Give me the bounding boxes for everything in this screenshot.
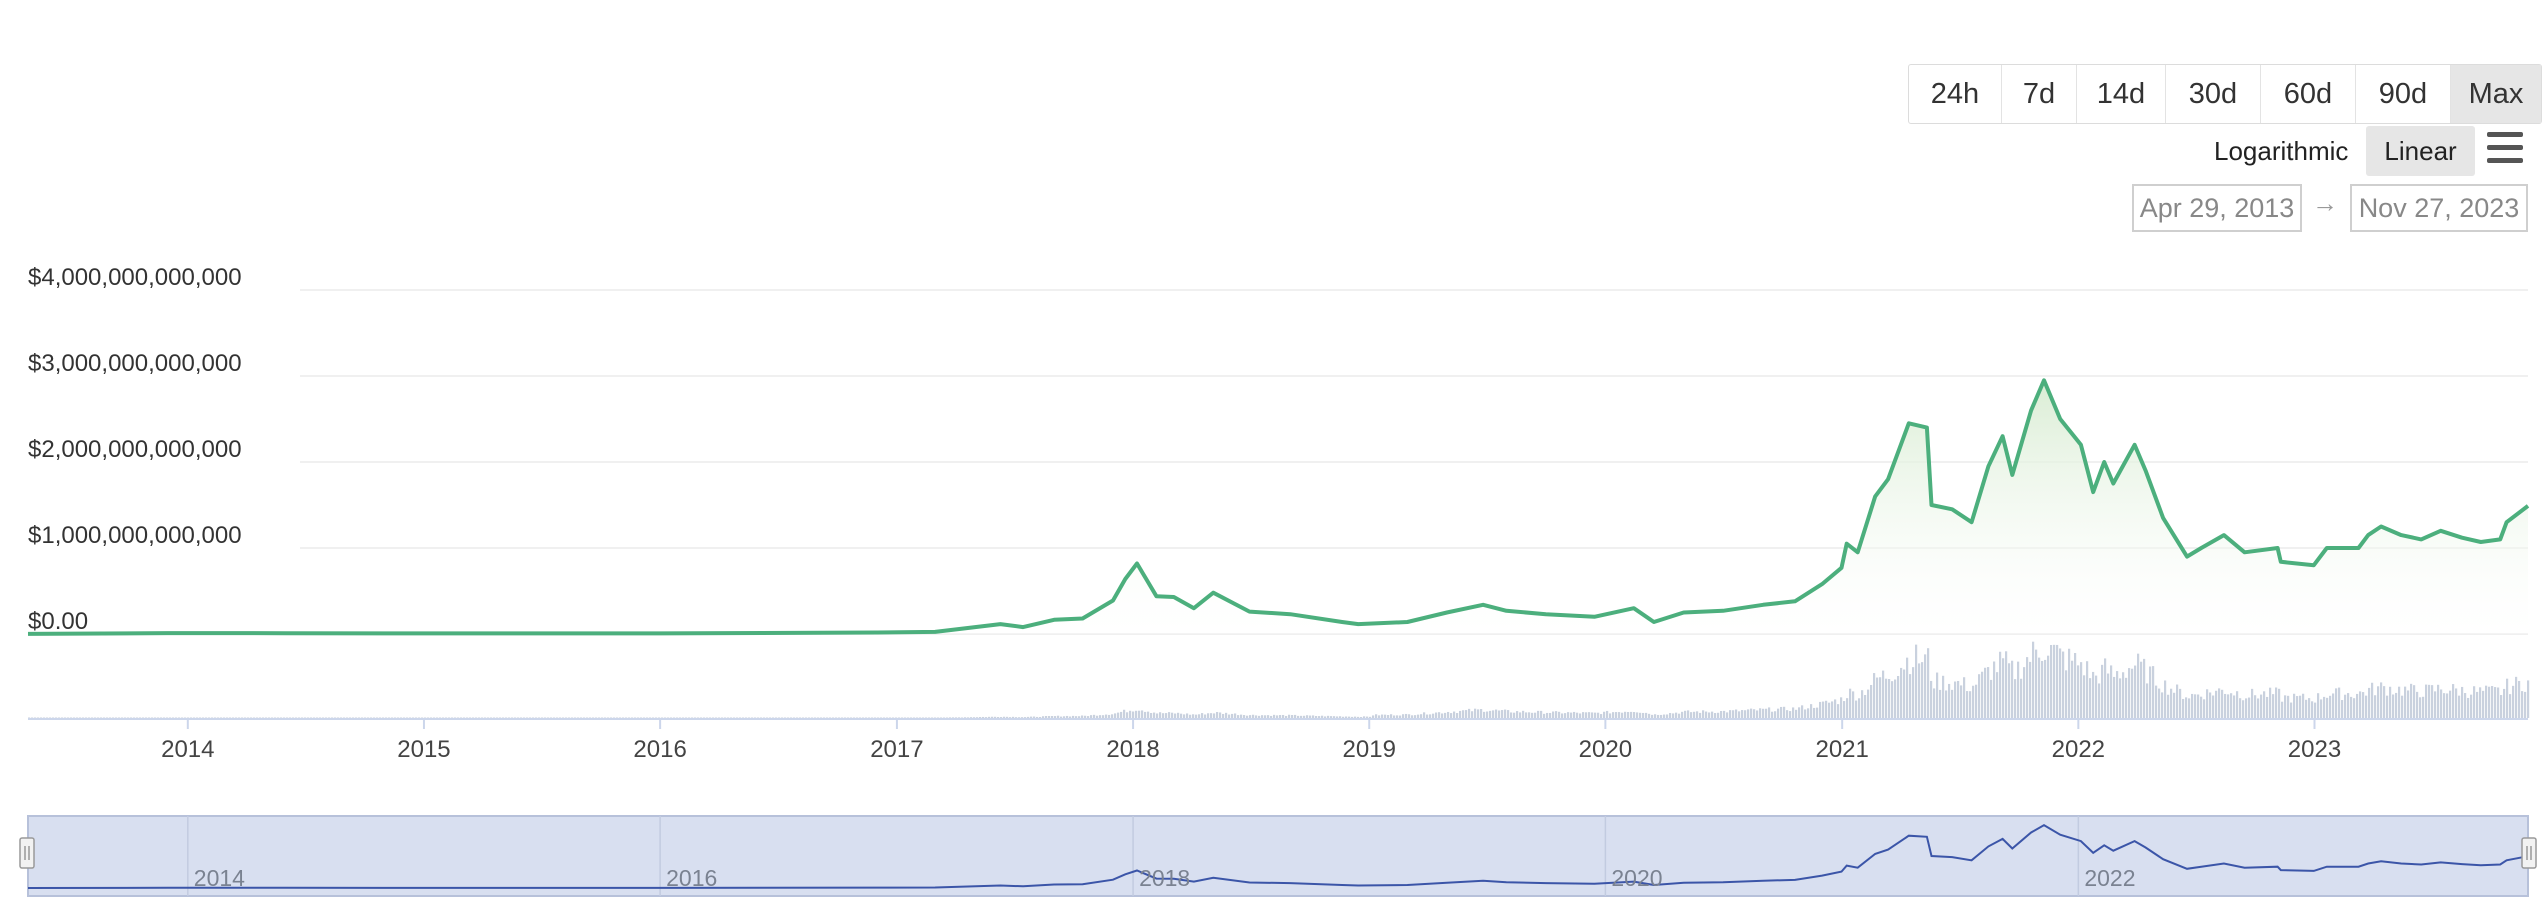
x-tick-label: 2015: [397, 736, 451, 763]
navigator[interactable]: 2014 2016 2018 2020 2022: [19, 815, 2537, 897]
logarithmic-scale-button[interactable]: Logarithmic: [2214, 135, 2349, 166]
y-tick-label: $0.00: [28, 608, 89, 635]
x-tick-label: 2014: [161, 736, 215, 763]
volume-bars: [28, 641, 2530, 718]
x-tick-label: 2016: [633, 736, 687, 763]
range-button-30d[interactable]: 30d: [2166, 65, 2261, 123]
x-tick-label: 2018: [1106, 736, 1160, 763]
navigator-tick-label: 2022: [2084, 865, 2135, 891]
arrow-right-icon: →: [2312, 188, 2338, 218]
range-button-60d[interactable]: 60d: [2261, 65, 2356, 123]
x-tick-label: 2017: [870, 736, 924, 763]
market-cap-line: [27, 378, 2530, 636]
x-tick-label: 2022: [2051, 736, 2106, 763]
navigator-handle-right[interactable]: [2521, 837, 2537, 869]
range-button-14d[interactable]: 14d: [2077, 65, 2166, 123]
market-cap-area: [28, 380, 2528, 634]
date-to-input[interactable]: Nov 27, 2023: [2350, 184, 2528, 232]
navigator-handle-left[interactable]: [19, 837, 35, 869]
navigator-tick-label: 2014: [194, 865, 245, 891]
x-tick-label: 2023: [2287, 736, 2342, 763]
date-from-input[interactable]: Apr 29, 2013: [2132, 184, 2302, 232]
navigator-tick-label: 2016: [666, 865, 717, 891]
navigator-line: [27, 823, 2529, 889]
y-tick-label: $2,000,000,000,000: [28, 436, 242, 463]
scale-toggle: Logarithmic Linear: [2196, 126, 2475, 176]
y-tick-label: $3,000,000,000,000: [28, 350, 242, 377]
navigator-tick-label: 2020: [1611, 865, 1662, 891]
range-button-7d[interactable]: 7d: [2002, 65, 2077, 123]
x-tick-label: 2020: [1578, 736, 1633, 763]
navigator-tick-label: 2018: [1139, 865, 1190, 891]
linear-scale-button[interactable]: Linear: [2366, 126, 2475, 176]
navigator-labels: 2014 2016 2018 2020 2022: [194, 865, 2136, 891]
x-tick-label: 2019: [1342, 736, 1396, 763]
time-range-selector: 24h 7d 14d 30d 60d 90d Max: [1908, 64, 2542, 124]
range-button-24h[interactable]: 24h: [1909, 65, 2002, 123]
range-button-max[interactable]: Max: [2451, 65, 2541, 123]
y-tick-label: $4,000,000,000,000: [28, 264, 242, 291]
x-tick-label: 2021: [1815, 736, 1869, 763]
y-tick-label: $1,000,000,000,000: [28, 522, 242, 549]
hamburger-menu-icon[interactable]: [2487, 132, 2523, 164]
range-button-90d[interactable]: 90d: [2356, 65, 2451, 123]
x-axis-ticks: [186, 719, 2316, 729]
navigator-selection[interactable]: [27, 815, 2529, 897]
